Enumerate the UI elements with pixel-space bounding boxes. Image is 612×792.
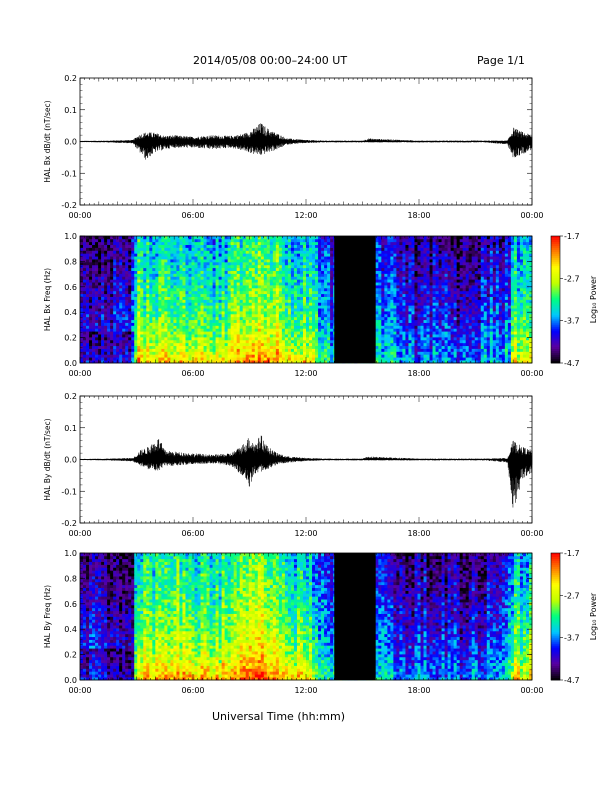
bx-dbdt-x-tick-label: 00:00 (68, 211, 91, 220)
bx-spectrogram-colorbar-tick-label: -1.7 (564, 232, 580, 241)
by-dbdt-y-tick-label: 0.2 (64, 392, 77, 401)
bx-dbdt-y-tick-label: -0.2 (61, 201, 77, 210)
by-spectrogram-colorbar-label: Log₁₀ Power (589, 592, 598, 640)
by-spectrogram-x-tick-label: 12:00 (294, 686, 317, 695)
by-dbdt-x-tick-label: 18:00 (407, 529, 430, 538)
bx-dbdt-x-tick-label: 18:00 (407, 211, 430, 220)
bx-dbdt-x-tick-label: 00:00 (520, 211, 543, 220)
by-dbdt-x-tick-label: 00:00 (68, 529, 91, 538)
bx-dbdt-y-tick-label: -0.1 (61, 169, 77, 178)
by-spectrogram-y-axis-label: HAL By Freq (Hz) (43, 585, 52, 648)
bx-spectrogram-x-tick-label: 00:00 (520, 369, 543, 378)
bx-dbdt-y-tick-label: 0.1 (64, 106, 77, 115)
bx-spectrogram-y-tick-label: 1.0 (64, 232, 77, 241)
bx-dbdt-y-tick-label: 0.2 (64, 74, 77, 83)
by-spectrogram-x-tick-label: 00:00 (68, 686, 91, 695)
bx-spectrogram-x-tick-label: 12:00 (294, 369, 317, 378)
bx-dbdt-trace (79, 123, 533, 160)
by-spectrogram-colorbar (550, 552, 563, 681)
by-dbdt-y-tick-label: 0.1 (64, 424, 77, 433)
by-spectrogram-x-tick-label: 00:00 (520, 686, 543, 695)
by-dbdt-panel (79, 395, 533, 524)
by-spectrogram-colorbar-frame (550, 552, 561, 681)
by-dbdt-x-tick-label: 06:00 (181, 529, 204, 538)
by-spectrogram-y-tick-label: 0.6 (64, 600, 77, 609)
bx-spectrogram-panel (79, 235, 563, 364)
bx-spectrogram-colorbar-tick-label: -2.7 (564, 274, 580, 283)
by-dbdt-y-tick-label: 0.0 (64, 456, 77, 465)
by-dbdt-y-tick-label: -0.2 (61, 519, 77, 528)
bx-spectrogram-colorbar (550, 235, 563, 364)
bx-spectrogram-y-axis-label: HAL Bx Freq (Hz) (43, 268, 52, 331)
by-spectrogram-colorbar-tick-label: -2.7 (564, 591, 580, 600)
bx-spectrogram-colorbar-tick-label: -4.7 (564, 359, 580, 368)
bx-spectrogram-data-gap (334, 236, 376, 363)
by-dbdt-y-axis-label: HAL By dB/dt (nT/sec) (43, 418, 52, 500)
by-spectrogram-cells (80, 553, 533, 681)
bx-spectrogram-x-tick-label: 00:00 (68, 369, 91, 378)
by-spectrogram-y-tick-label: 1.0 (64, 549, 77, 558)
by-spectrogram-colorbar-tick-label: -3.7 (564, 634, 580, 643)
figure-title: 2014/05/08 00:00–24:00 UT (193, 54, 348, 67)
by-spectrogram-x-tick-label: 18:00 (407, 686, 430, 695)
page-indicator: Page 1/1 (477, 54, 525, 67)
bx-spectrogram-y-tick-label: 0.4 (64, 308, 77, 317)
by-spectrogram-data-gap (334, 553, 376, 680)
bx-spectrogram-colorbar-frame (550, 235, 561, 364)
by-dbdt-y-tick-label: -0.1 (61, 487, 77, 496)
bx-spectrogram-y-tick-label: 0.6 (64, 283, 77, 292)
bx-spectrogram-x-tick-label: 06:00 (181, 369, 204, 378)
by-spectrogram-y-tick-label: 0.0 (64, 676, 77, 685)
bx-spectrogram-cells (80, 236, 533, 364)
bx-spectrogram-colorbar-label: Log₁₀ Power (589, 275, 598, 323)
bx-spectrogram-y-tick-label: 0.0 (64, 359, 77, 368)
bx-dbdt-y-axis-label: HAL Bx dB/dt (nT/sec) (43, 100, 52, 182)
bx-dbdt-x-tick-label: 12:00 (294, 211, 317, 220)
bx-dbdt-panel (79, 77, 533, 206)
by-spectrogram-y-tick-label: 0.8 (64, 574, 77, 583)
by-spectrogram-y-tick-label: 0.4 (64, 625, 77, 634)
by-spectrogram-panel (79, 552, 563, 681)
by-dbdt-x-tick-label: 00:00 (520, 529, 543, 538)
bx-dbdt-y-tick-label: 0.0 (64, 138, 77, 147)
by-dbdt-x-tick-label: 12:00 (294, 529, 317, 538)
by-spectrogram-colorbar-tick-label: -4.7 (564, 676, 580, 685)
bx-dbdt-x-tick-label: 06:00 (181, 211, 204, 220)
by-spectrogram-y-tick-label: 0.2 (64, 651, 77, 660)
bx-spectrogram-colorbar-tick-label: -3.7 (564, 317, 580, 326)
bx-spectrogram-x-tick-label: 18:00 (407, 369, 430, 378)
by-spectrogram-x-tick-label: 06:00 (181, 686, 204, 695)
x-axis-title: Universal Time (hh:mm) (212, 710, 345, 723)
bx-spectrogram-y-tick-label: 0.8 (64, 257, 77, 266)
bx-spectrogram-y-tick-label: 0.2 (64, 334, 77, 343)
by-dbdt-trace (79, 435, 533, 508)
by-spectrogram-colorbar-tick-label: -1.7 (564, 549, 580, 558)
